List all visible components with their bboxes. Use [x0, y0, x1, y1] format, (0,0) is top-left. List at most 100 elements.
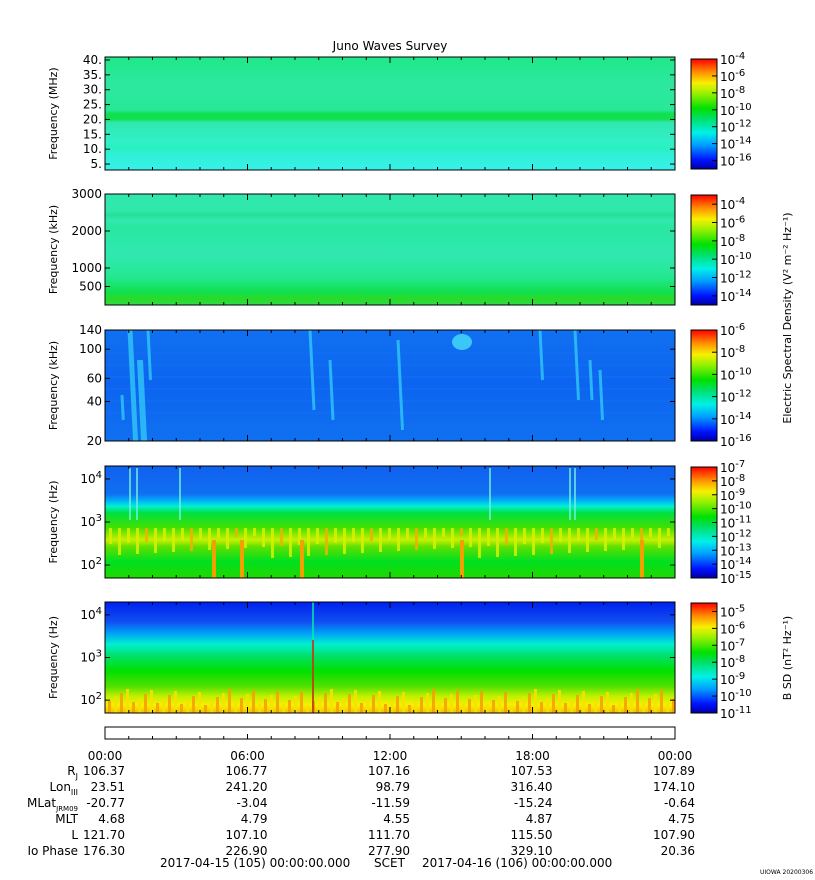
wave-spike — [649, 528, 652, 537]
wave-spike — [618, 701, 621, 713]
wave-spike — [558, 690, 561, 713]
wave-spike — [576, 695, 579, 713]
wave-spike — [528, 693, 531, 713]
wave-spike — [474, 695, 477, 713]
wave-spike — [622, 528, 625, 550]
wave-spike — [438, 702, 441, 713]
wave-spike — [402, 692, 405, 713]
wave-spike — [540, 702, 543, 713]
wave-spike — [324, 693, 327, 713]
wave-spike — [270, 695, 273, 713]
texture-band — [105, 400, 675, 402]
wave-spike — [444, 698, 447, 713]
colorbar-tick-label: 10-10 — [720, 102, 752, 118]
y-axis-label-p5: Frequency (Hz) — [47, 616, 60, 699]
colorbar-p5 — [690, 602, 718, 714]
wave-spike — [480, 691, 483, 713]
wave-spike — [126, 689, 129, 713]
wave-spike — [354, 690, 357, 713]
colorbar-p2 — [690, 194, 718, 306]
x-tick-label: 18:00 — [515, 749, 550, 763]
colorbar-tick-label: 10-4 — [720, 51, 745, 67]
spectrogram-p1 — [105, 57, 675, 170]
wave-spike — [228, 689, 231, 713]
y-tick-label: 100 — [79, 342, 102, 356]
spectrogram-panels: 40.35.30.25.20.15.10.5. Frequency (MHz) 10… — [47, 51, 794, 721]
ephem-value: 115.50 — [511, 828, 553, 842]
wave-spike — [181, 528, 184, 540]
ephem-value: 107.89 — [653, 764, 695, 778]
wave-spike — [118, 528, 121, 555]
wave-spike — [600, 696, 603, 713]
credit-label: UIOWA 20200306 — [760, 869, 813, 876]
wave-spike — [420, 697, 423, 713]
wave-spike — [235, 528, 238, 537]
ephem-value: 4.79 — [241, 812, 268, 826]
y-tick-label: 10. — [83, 142, 102, 156]
y-tick-label: 103 — [80, 649, 102, 665]
radio-burst — [328, 359, 335, 421]
wave-spike — [114, 697, 117, 713]
ephem-value: 4.55 — [383, 812, 410, 826]
colorbar-tick-label: 10-6 — [720, 322, 745, 338]
ephem-value: 20.36 — [661, 844, 695, 858]
colorbar-tick-label: 10-10 — [720, 688, 752, 704]
ephem-label: L — [71, 828, 78, 842]
wave-spike — [136, 528, 139, 554]
wave-spike — [636, 689, 639, 713]
wave-spike — [660, 690, 663, 713]
y-axis-label-p1: Frequency (MHz) — [47, 67, 60, 159]
ephem-value: 316.40 — [511, 780, 553, 794]
wave-spike — [586, 528, 589, 552]
wave-spike — [426, 693, 429, 713]
wave-spike — [432, 689, 435, 713]
radio-burst — [598, 369, 604, 421]
wave-spike — [468, 699, 471, 713]
wave-spike — [204, 705, 207, 713]
y-tick-label: 60 — [87, 371, 102, 385]
time-range-start: 2017-04-15 (105) 00:00:00.000 — [160, 856, 350, 870]
radio-burst — [588, 359, 594, 401]
colorbar-tick-label: 10-10 — [720, 366, 752, 382]
wave-spike — [414, 701, 417, 713]
y-tick-label: 104 — [80, 470, 102, 486]
ephem-label: Io Phase — [27, 844, 78, 858]
wave-spike — [138, 698, 141, 713]
y-tick-label: 25. — [83, 98, 102, 112]
wave-spike — [642, 702, 645, 713]
wave-spike — [424, 528, 427, 538]
wave-spike — [568, 528, 571, 553]
wave-spike — [145, 528, 148, 542]
panel-p3: 140 100 60 40 20 Frequency (kHz) 10-6 10-8 10-10… — [47, 322, 752, 449]
wave-spike — [271, 528, 274, 558]
wave-spike — [307, 528, 310, 556]
wave-spike — [192, 696, 195, 713]
wave-spike — [294, 696, 297, 713]
y-tick-label: 30. — [83, 83, 102, 97]
orange-spike — [240, 540, 244, 578]
ephem-value: -11.59 — [371, 796, 410, 810]
colorbar-tick-label: 10-13 — [720, 542, 752, 558]
radio-burst — [396, 339, 404, 431]
wave-spike — [384, 704, 387, 713]
wave-spike — [262, 528, 265, 547]
wave-spike — [163, 528, 166, 541]
radio-burst — [127, 329, 139, 442]
wave-spike — [504, 692, 507, 713]
wave-spike — [172, 528, 175, 552]
radio-burst — [146, 329, 152, 381]
wave-spike — [162, 699, 165, 713]
colorbar-tick-label: 10-6 — [720, 620, 745, 636]
ephemeris-table: RJ 106.37 106.77 107.16 107.53 107.89 LonIII 23… — [27, 764, 695, 858]
orange-spike — [300, 540, 304, 578]
y-tick-label: 3000 — [71, 187, 102, 201]
wave-spike — [510, 705, 513, 713]
colorbar-label-electric: Electric Spectral Density (V² m⁻² Hz⁻¹) — [781, 212, 794, 423]
y-tick-label: 40. — [83, 53, 102, 67]
wave-spike — [492, 700, 495, 713]
colorbar-tick-label: 10-8 — [720, 654, 745, 670]
wave-spike — [559, 528, 562, 542]
texture-band — [105, 388, 675, 390]
wave-spike — [667, 528, 670, 536]
wave-spike — [264, 699, 267, 713]
